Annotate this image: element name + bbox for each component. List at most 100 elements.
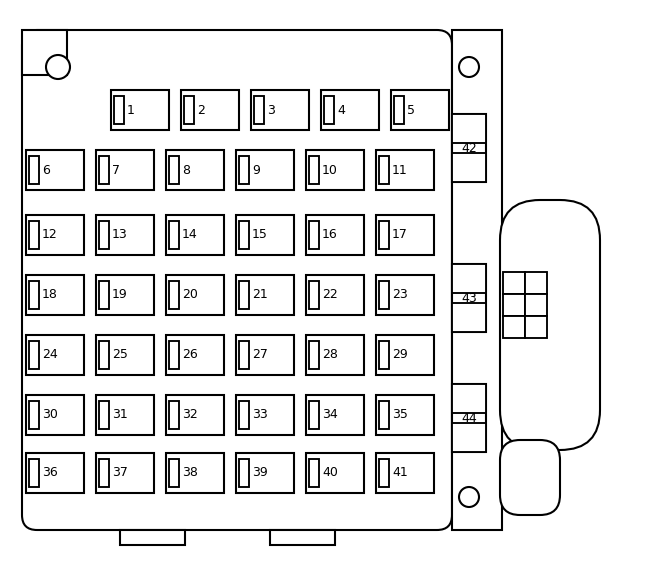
Bar xyxy=(376,215,434,255)
Bar xyxy=(376,275,434,315)
Bar xyxy=(251,90,309,130)
Bar xyxy=(379,156,389,184)
Bar xyxy=(26,395,84,435)
Bar xyxy=(391,90,449,130)
Bar xyxy=(525,294,547,316)
Text: 22: 22 xyxy=(322,289,338,302)
Bar xyxy=(452,264,486,332)
Text: 26: 26 xyxy=(182,349,198,362)
Text: 36: 36 xyxy=(42,466,58,479)
Bar xyxy=(452,384,486,452)
Bar xyxy=(236,453,294,493)
Bar xyxy=(236,215,294,255)
Text: 39: 39 xyxy=(252,466,268,479)
Text: 43: 43 xyxy=(461,292,477,305)
Bar xyxy=(379,281,389,309)
Text: 40: 40 xyxy=(322,466,338,479)
Bar xyxy=(166,335,224,375)
Text: 21: 21 xyxy=(252,289,268,302)
Bar xyxy=(394,96,404,124)
Bar xyxy=(306,453,364,493)
Text: 19: 19 xyxy=(112,289,128,302)
Bar xyxy=(239,281,249,309)
Text: 42: 42 xyxy=(461,142,477,155)
Bar xyxy=(166,150,224,190)
Bar xyxy=(26,453,84,493)
Bar xyxy=(306,395,364,435)
Bar xyxy=(452,153,486,182)
Bar xyxy=(169,281,179,309)
Bar xyxy=(169,341,179,369)
Bar xyxy=(306,215,364,255)
Bar xyxy=(166,215,224,255)
Bar xyxy=(379,401,389,429)
Bar xyxy=(254,96,264,124)
Bar xyxy=(239,341,249,369)
Text: 18: 18 xyxy=(42,289,58,302)
Bar xyxy=(96,150,154,190)
Bar xyxy=(22,30,67,75)
Text: 30: 30 xyxy=(42,408,58,421)
Text: 44: 44 xyxy=(461,412,477,425)
Text: 14: 14 xyxy=(182,228,198,241)
Bar xyxy=(29,281,39,309)
Bar xyxy=(236,275,294,315)
Text: 20: 20 xyxy=(182,289,198,302)
Bar xyxy=(525,316,547,338)
Bar xyxy=(26,335,84,375)
FancyBboxPatch shape xyxy=(22,30,452,530)
Bar xyxy=(169,459,179,487)
Bar xyxy=(503,316,525,338)
Bar xyxy=(99,341,109,369)
Bar xyxy=(114,96,124,124)
Bar xyxy=(376,150,434,190)
Text: 1: 1 xyxy=(127,104,135,117)
Text: 41: 41 xyxy=(392,466,408,479)
Text: 12: 12 xyxy=(42,228,58,241)
Text: 10: 10 xyxy=(322,164,338,177)
Bar xyxy=(111,90,169,130)
Text: 33: 33 xyxy=(252,408,268,421)
Circle shape xyxy=(459,487,479,507)
Text: 2: 2 xyxy=(197,104,205,117)
Bar xyxy=(96,215,154,255)
Bar xyxy=(99,221,109,249)
Text: 34: 34 xyxy=(322,408,338,421)
Text: 8: 8 xyxy=(182,164,190,177)
Bar xyxy=(169,221,179,249)
Bar xyxy=(525,272,547,294)
FancyBboxPatch shape xyxy=(500,440,560,515)
Circle shape xyxy=(46,55,70,79)
Text: 6: 6 xyxy=(42,164,50,177)
Bar xyxy=(29,156,39,184)
Bar xyxy=(376,395,434,435)
Text: 27: 27 xyxy=(252,349,268,362)
Bar xyxy=(306,275,364,315)
Text: 9: 9 xyxy=(252,164,260,177)
Bar xyxy=(26,275,84,315)
Bar xyxy=(169,156,179,184)
Text: 31: 31 xyxy=(112,408,128,421)
Text: 38: 38 xyxy=(182,466,198,479)
Text: 29: 29 xyxy=(392,349,408,362)
Bar xyxy=(309,156,319,184)
Bar xyxy=(29,401,39,429)
Text: 32: 32 xyxy=(182,408,198,421)
Bar xyxy=(452,384,486,412)
Bar xyxy=(21,29,68,76)
Bar xyxy=(452,424,486,452)
Bar xyxy=(503,294,525,316)
Text: 15: 15 xyxy=(252,228,268,241)
Circle shape xyxy=(459,57,479,77)
Bar xyxy=(99,156,109,184)
Bar xyxy=(376,335,434,375)
Text: 3: 3 xyxy=(267,104,275,117)
Bar xyxy=(452,114,486,182)
Bar xyxy=(309,341,319,369)
Bar xyxy=(26,215,84,255)
Bar xyxy=(99,281,109,309)
Bar xyxy=(503,272,525,294)
Bar xyxy=(452,303,486,332)
Bar xyxy=(29,459,39,487)
Bar xyxy=(309,401,319,429)
